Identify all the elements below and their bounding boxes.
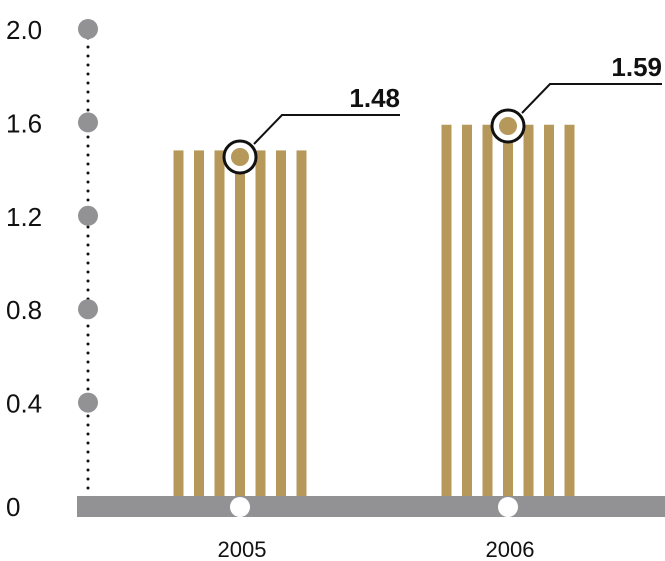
callout-leader-line (253, 114, 400, 145)
bar-stripe (235, 150, 245, 499)
bar-stripe (544, 124, 554, 499)
bar-stripe (296, 150, 307, 499)
bar-stripe (194, 150, 204, 499)
bar-stripe (482, 124, 493, 499)
bar-2006 (441, 124, 575, 499)
data-label: 1.48 (349, 83, 400, 113)
bar-stripe (462, 124, 472, 499)
y-tick-label: 1.6 (6, 108, 42, 138)
base-dots-group (230, 497, 518, 517)
category-labels-group: 2005 2006 (218, 537, 535, 561)
y-tick-dot (78, 299, 98, 320)
y-tick-label: 0.8 (6, 295, 42, 325)
y-tick-label: 2.0 (6, 15, 42, 45)
bars-group (173, 124, 575, 499)
value-marker-dot (499, 117, 517, 135)
bar-stripe (276, 150, 286, 499)
y-tick-dot (78, 392, 98, 413)
bar-stripe (173, 150, 184, 499)
bar-stripe (255, 150, 266, 499)
category-label: 2006 (486, 537, 535, 561)
x-axis-baseline (77, 496, 665, 517)
category-label: 2005 (218, 537, 267, 561)
y-tick-label: 0.4 (6, 389, 42, 419)
baseline-dot (498, 497, 518, 517)
bar-stripe (503, 124, 513, 499)
bar-2005 (173, 150, 307, 499)
data-label: 1.59 (611, 52, 662, 82)
baseline-dot (230, 497, 250, 517)
callouts-group: 1.48 1.59 (222, 52, 662, 175)
y-tick-label: 0 (6, 492, 20, 522)
y-tick-label: 1.2 (6, 202, 42, 232)
bar-stripe (214, 150, 225, 499)
y-tick-dot (78, 205, 98, 226)
value-marker-dot (231, 148, 249, 166)
callout-leader-line (521, 83, 662, 114)
bar-stripe (441, 124, 452, 499)
bar-stripe (523, 124, 534, 499)
y-axis: 0 0.4 0.8 1.2 1.6 2.0 (6, 15, 98, 522)
bar-stripe (564, 124, 575, 499)
y-tick-dot (78, 19, 98, 39)
y-tick-dot (78, 112, 98, 133)
